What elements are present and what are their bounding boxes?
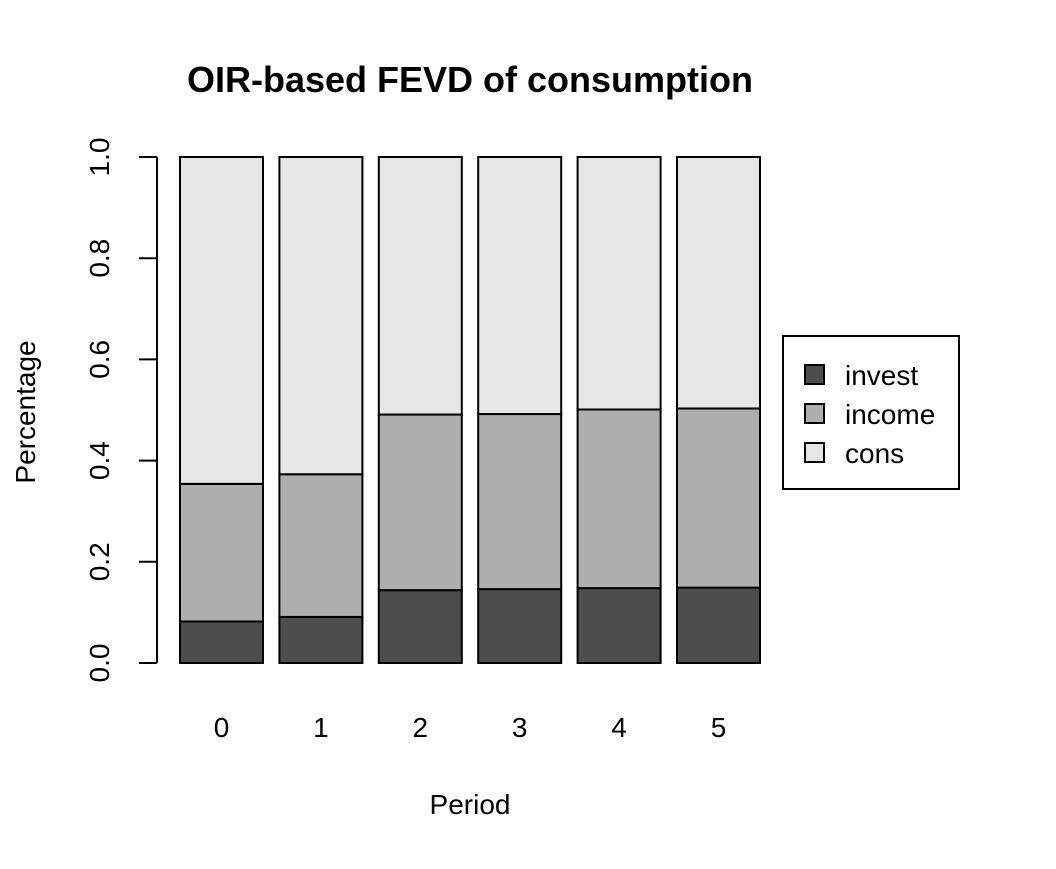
bar-segment-income [377,413,463,592]
bar-segment-income [179,482,264,623]
legend-swatch-income [804,403,825,424]
y-tick-label: 0.0 [84,644,115,683]
y-tick-label: 0.8 [84,239,115,278]
x-tick-label: 2 [413,712,429,743]
x-tick-label: 1 [313,712,329,743]
bar-segment-invest [278,615,364,664]
bar-segment-invest [477,588,563,665]
y-axis: 0.0 0.2 0.4 0.6 0.8 1.0 [84,138,158,683]
bar-segment-income [676,407,761,589]
bar-segment-cons [576,156,662,411]
legend-box [782,335,960,490]
bar-segment-income [576,408,662,590]
legend-swatch-cons [804,442,825,463]
bar-segment-cons [477,156,563,416]
bar-segment-cons [676,156,761,410]
y-tick-label: 0.2 [84,542,115,581]
x-tick-label: 0 [214,712,230,743]
bar-segment-cons [179,156,264,485]
x-tick-labels: 0 1 2 3 4 5 [214,712,727,743]
y-tick-label: 0.4 [84,441,115,480]
legend-label-income: income [845,399,935,430]
bar-segment-cons [278,156,364,476]
bars [179,156,761,665]
bar-segment-invest [179,620,264,664]
x-tick-label: 3 [512,712,528,743]
legend-label-cons: cons [845,438,904,469]
bar-segment-invest [676,586,761,665]
bar-segment-cons [377,156,463,416]
bar-segment-income [278,473,364,618]
legend-label-invest: invest [845,360,918,391]
bar-segment-invest [377,589,463,664]
x-axis-title: Period [430,789,511,820]
x-tick-label: 4 [611,712,627,743]
bar-segment-income [477,413,563,591]
x-tick-label: 5 [711,712,727,743]
legend-swatch-invest [804,364,825,385]
bar-segment-invest [576,587,662,664]
chart-title: OIR-based FEVD of consumption [187,59,753,100]
legend: invest income cons [782,335,960,490]
y-axis-title: Percentage [10,340,41,483]
y-tick-label: 0.6 [84,340,115,379]
y-tick-label: 1.0 [84,138,115,177]
